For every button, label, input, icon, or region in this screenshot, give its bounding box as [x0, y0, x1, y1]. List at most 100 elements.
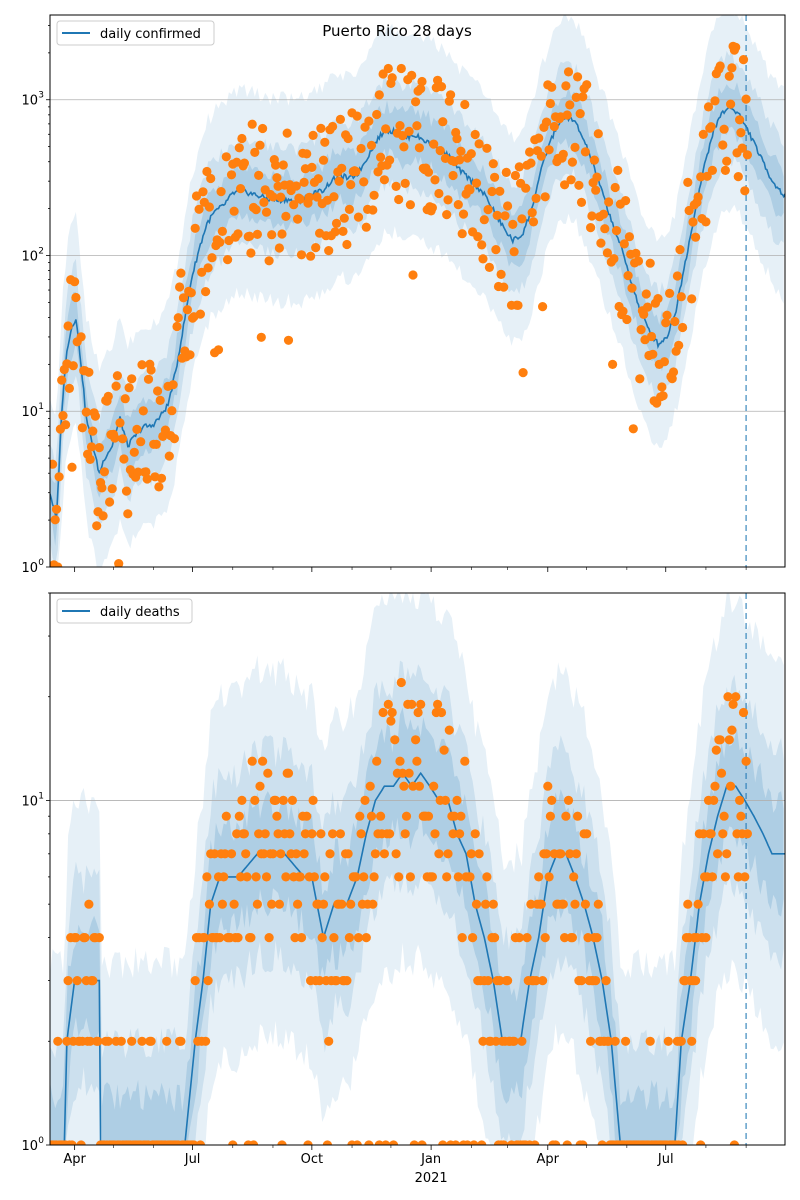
data-point — [202, 166, 212, 177]
data-point — [619, 239, 629, 249]
data-point — [538, 302, 548, 312]
data-point — [80, 933, 90, 943]
data-point — [731, 42, 741, 52]
data-point — [449, 811, 459, 821]
data-point — [718, 829, 728, 839]
y-tick-exponent: 0 — [38, 1136, 44, 1146]
data-point — [324, 1036, 334, 1046]
data-point — [277, 229, 287, 239]
data-point — [540, 933, 550, 943]
data-point — [127, 1036, 137, 1046]
data-point — [683, 177, 693, 187]
data-point — [430, 175, 440, 185]
data-point — [285, 829, 295, 839]
data-point — [182, 305, 192, 315]
data-point — [517, 1036, 527, 1046]
data-point — [453, 200, 463, 210]
data-point — [438, 1140, 448, 1145]
data-point — [709, 795, 719, 806]
data-point — [63, 976, 73, 986]
data-point — [442, 210, 452, 220]
data-point — [97, 483, 107, 493]
data-point — [335, 829, 345, 839]
data-point — [361, 222, 371, 232]
data-point — [250, 147, 260, 157]
data-point — [482, 143, 492, 153]
data-point — [566, 175, 576, 185]
data-point — [299, 177, 309, 187]
data-point — [470, 829, 480, 839]
data-point — [738, 707, 749, 718]
data-point — [271, 795, 281, 806]
data-point — [178, 293, 189, 303]
data-point — [260, 829, 270, 839]
deaths-observed-points — [50, 677, 753, 1145]
data-point — [465, 185, 475, 195]
data-point — [582, 829, 592, 839]
data-point — [387, 73, 397, 83]
data-point — [252, 229, 262, 239]
data-point — [722, 156, 732, 166]
data-point — [281, 872, 291, 882]
data-point — [653, 294, 663, 304]
data-point — [446, 90, 456, 100]
data-point — [484, 262, 494, 272]
data-point — [256, 332, 266, 342]
data-point — [229, 899, 239, 909]
data-point — [536, 151, 546, 161]
data-point — [586, 1036, 596, 1046]
data-point — [217, 226, 227, 236]
data-point — [610, 182, 620, 193]
data-point — [114, 559, 124, 567]
data-point — [312, 192, 322, 202]
data-point — [715, 61, 725, 71]
data-point — [360, 795, 370, 806]
data-point — [353, 212, 364, 222]
data-point — [720, 165, 731, 175]
y-tick-exponent: 2 — [38, 246, 44, 256]
data-point — [210, 849, 220, 859]
data-point — [499, 1140, 509, 1145]
data-point — [154, 482, 164, 492]
data-point — [457, 933, 467, 943]
data-point — [587, 211, 597, 221]
uncertainty-band — [50, 593, 784, 1145]
data-point — [299, 849, 309, 859]
data-point — [123, 509, 133, 519]
data-point — [736, 811, 746, 821]
data-point — [604, 1036, 614, 1046]
data-point — [742, 150, 753, 160]
data-point — [84, 367, 94, 377]
data-point — [724, 71, 734, 81]
data-point — [51, 504, 62, 514]
data-point — [473, 232, 483, 242]
data-point — [639, 309, 649, 319]
data-point — [50, 515, 60, 525]
data-point — [430, 829, 440, 839]
data-point — [68, 361, 78, 371]
data-point — [496, 269, 506, 279]
data-point — [413, 707, 423, 718]
data-point — [578, 92, 588, 102]
data-point — [715, 735, 725, 745]
data-point — [691, 976, 701, 986]
data-point — [527, 208, 537, 218]
data-point — [261, 207, 272, 217]
data-point — [169, 434, 179, 444]
data-point — [466, 849, 476, 859]
data-point — [676, 292, 686, 302]
y-tick-label: 10 — [21, 405, 38, 420]
data-point — [735, 795, 745, 806]
data-point — [526, 158, 536, 168]
y-tick-exponent: 3 — [38, 91, 44, 101]
data-point — [359, 177, 369, 187]
data-point — [300, 829, 310, 839]
data-point — [369, 872, 379, 882]
data-point — [245, 231, 255, 241]
data-point — [718, 140, 728, 150]
data-point — [385, 155, 395, 165]
data-point — [683, 899, 693, 909]
data-point — [342, 976, 352, 986]
data-point — [344, 204, 354, 214]
